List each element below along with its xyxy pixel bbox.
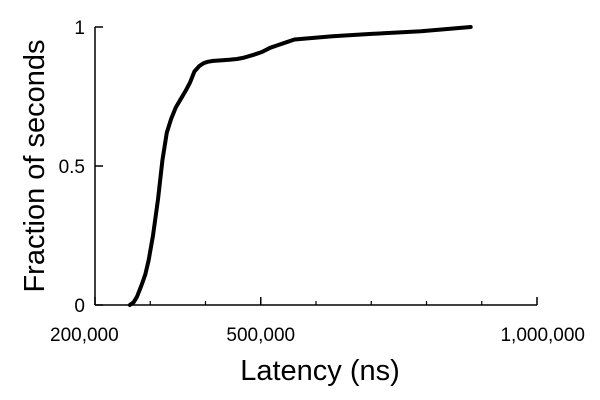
x-axis-title: Latency (ns)	[240, 355, 400, 387]
y-tick-label: 0.5	[59, 157, 85, 178]
cdf-series-line	[127, 25, 473, 307]
x-tick-label: 1,000,000	[500, 325, 585, 346]
y-axis-title: Fraction of seconds	[19, 39, 51, 292]
data-series-layer	[127, 25, 473, 307]
axis-tick-labels: 200,000 500,000 1,000,000 0 0.5 1	[50, 18, 585, 346]
axis-ticks	[94, 26, 538, 306]
x-tick-label: 200,000	[50, 325, 119, 346]
x-tick-label: 500,000	[226, 325, 295, 346]
y-tick-label: 0	[74, 296, 85, 317]
y-tick-label: 1	[74, 18, 85, 39]
